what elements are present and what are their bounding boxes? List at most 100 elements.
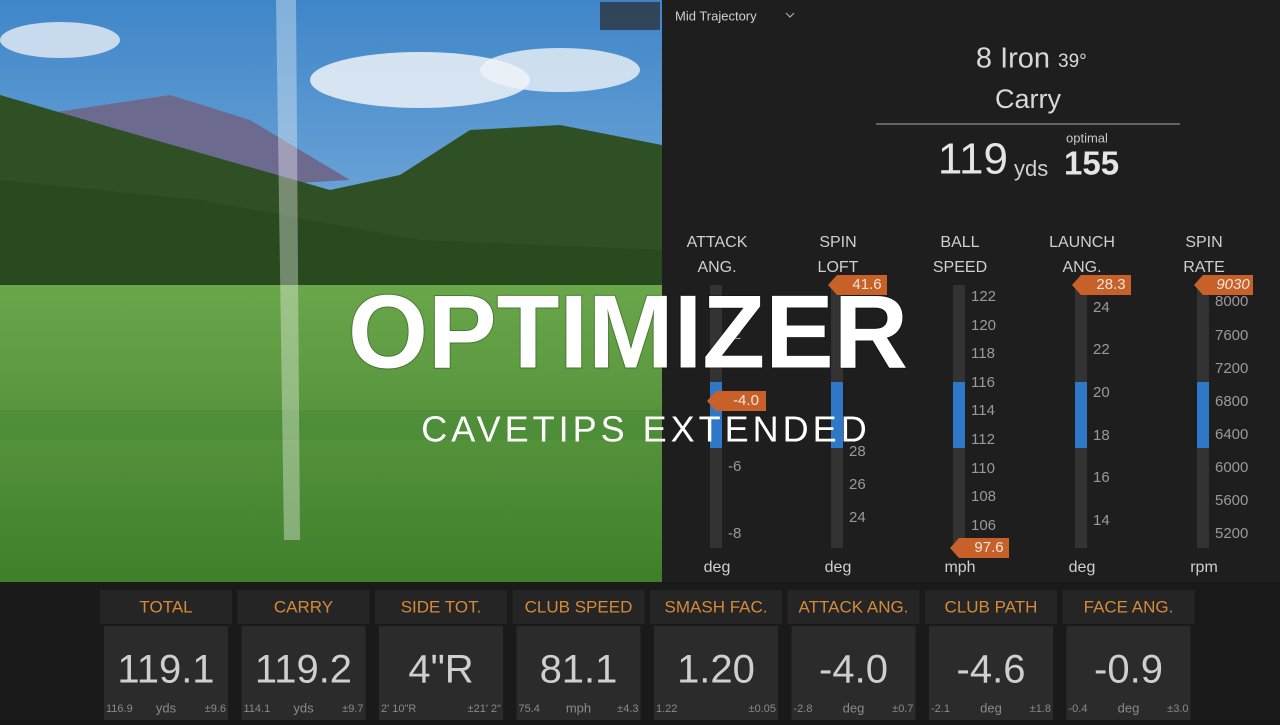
- tile-header: [375, 590, 507, 624]
- optimal-label: optimal: [1066, 130, 1108, 145]
- tile-sub: ±3.0: [1167, 703, 1188, 715]
- tile-sub: 75.4: [519, 703, 540, 715]
- gauge-marker: [707, 391, 766, 411]
- gauge-tick: 7200: [1215, 360, 1248, 377]
- tile-sub: deg: [843, 700, 865, 715]
- gauge-optimal: [831, 382, 843, 448]
- gauge-tick: 110: [971, 460, 995, 477]
- tile-sub: ±9.7: [342, 703, 363, 715]
- gauge-label: SPEED: [933, 259, 987, 276]
- tile-body: [241, 626, 366, 720]
- tile-body: [1066, 626, 1191, 720]
- tile-sub: 114.1: [244, 703, 271, 715]
- gauge-unit: deg: [825, 559, 852, 576]
- gauge-label: ANG.: [697, 259, 736, 276]
- gauge-optimal: [1197, 382, 1209, 448]
- tile-sub: ±0.7: [892, 703, 913, 715]
- gauge-label: LAUNCH: [1049, 234, 1115, 251]
- club: 8 Iron: [976, 43, 1050, 75]
- tile-sub: ±21' 2": [468, 703, 502, 715]
- tile-title: SMASH FAC.: [665, 597, 768, 616]
- tile-body: [929, 626, 1053, 720]
- gauge-optimal: [1075, 382, 1087, 448]
- tile-sub: mph: [566, 700, 591, 715]
- gauge-tick: 24: [1093, 299, 1110, 316]
- gauge-tick: 6800: [1215, 393, 1248, 410]
- gauge-value: 41.6: [852, 276, 881, 293]
- right-panel: [662, 0, 1280, 582]
- scene: [0, 0, 662, 582]
- tile-value: 119.2: [255, 648, 352, 692]
- gauge-tick: 28: [849, 443, 866, 460]
- gauge-tick: 16: [1093, 469, 1110, 486]
- view-select[interactable]: Mid Trajectory: [675, 8, 757, 23]
- gauge-tick: 20: [1093, 384, 1110, 401]
- tile-value: -0.9: [1094, 648, 1163, 692]
- tile-sub: ±0.05: [749, 703, 776, 715]
- overlay-title: OPTIMIZER: [348, 274, 908, 390]
- tile-header: [787, 590, 920, 624]
- optimal-value: 155: [1064, 145, 1119, 182]
- dropdown-arrow: [785, 12, 795, 18]
- gauge-unit: rpm: [1190, 559, 1218, 576]
- gauge-tick: 120: [971, 317, 996, 334]
- overlay-subtitle: CAVETIPS EXTENDED: [421, 409, 870, 450]
- tile-header: [1062, 590, 1195, 624]
- gauge-tick: 7600: [1215, 327, 1248, 344]
- tile-sub: 2' 10"R: [381, 703, 416, 715]
- gauge-value: 9030: [1216, 276, 1250, 293]
- metric: Carry: [995, 84, 1061, 114]
- tile-header: [512, 590, 645, 624]
- gauge-tick: 122: [971, 288, 996, 305]
- gauge-label: SPIN: [1185, 234, 1222, 251]
- gauge-unit: mph: [944, 559, 975, 576]
- gauge-tick: -6: [728, 458, 741, 475]
- tile-value: 119.1: [117, 648, 214, 692]
- gauge-marker: [950, 538, 1009, 558]
- tile-body: [516, 626, 641, 720]
- tile-sub: 1.22: [656, 703, 677, 715]
- tile-value: 4"R: [408, 648, 473, 692]
- gauge-tick: 6400: [1215, 426, 1248, 443]
- tile-header: [925, 590, 1057, 624]
- tile-sub: ±1.8: [1030, 703, 1051, 715]
- gauge-label: BALL: [940, 234, 979, 251]
- gauge-value: 97.6: [974, 539, 1003, 556]
- gauge-label: ATTACK: [687, 234, 748, 251]
- tile-sub: yds: [293, 700, 314, 715]
- gauge-tick: -2: [728, 326, 741, 343]
- tile-sub: deg: [980, 700, 1002, 715]
- loft: 39°: [1058, 51, 1087, 72]
- tile-header: [650, 590, 782, 624]
- gauge-tick: 22: [1093, 341, 1110, 358]
- gauge-marker: [828, 275, 887, 295]
- gauge-marker: [1072, 275, 1131, 295]
- tile-title: ATTACK ANG.: [799, 597, 909, 616]
- gauge-tick: 114: [971, 402, 995, 419]
- gauge-label: RATE: [1183, 259, 1224, 276]
- carry-unit: yds: [1014, 156, 1048, 181]
- tile-sub: 116.9: [106, 703, 133, 715]
- gauge-tick: 8000: [1215, 293, 1248, 310]
- tile-title: SIDE TOT.: [401, 597, 482, 616]
- gauge-tick: 6000: [1215, 459, 1248, 476]
- tile-header: [100, 590, 232, 624]
- gauges: ATTACK ANG. -2 -6 -8 -4.0 deg SPIN LOFT 28 26 24 41.…: [687, 234, 1253, 576]
- carry-value: 119: [938, 135, 1008, 184]
- tile-body: [104, 626, 228, 720]
- tile-value: -4.6: [957, 648, 1026, 692]
- tile-sub: -0.4: [1069, 703, 1088, 715]
- tile-sub: ±4.3: [617, 703, 638, 715]
- tile-sub: ±9.6: [205, 703, 226, 715]
- gauge-value: -4.0: [733, 392, 759, 409]
- gauge-label: SPIN: [819, 234, 856, 251]
- gauge-tick: 5600: [1215, 492, 1248, 509]
- gauge-tick: 118: [971, 345, 995, 362]
- view-buttons[interactable]: [600, 2, 660, 30]
- tiles: TOTAL 119.1 116.9 yds ±9.6 CARRY 119.2 114.1 yds…: [100, 590, 1195, 720]
- tile-body: [791, 626, 916, 720]
- gauge-value: 28.3: [1096, 276, 1125, 293]
- tile-sub: yds: [156, 700, 177, 715]
- gauge-marker: [1194, 275, 1253, 295]
